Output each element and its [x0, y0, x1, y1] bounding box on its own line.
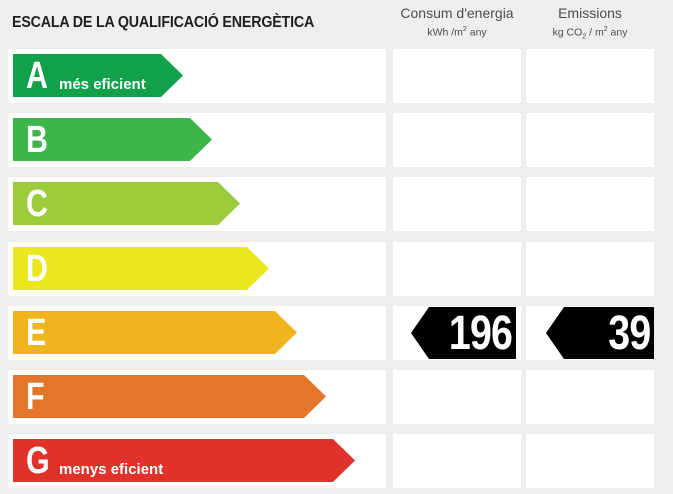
rating-letter: B	[26, 119, 48, 161]
rating-sublabel: més eficient	[59, 76, 146, 93]
scale-title: ESCALA DE LA QUALIFICACIÓ ENERGÈTICA	[12, 14, 315, 31]
emissions-cell	[526, 434, 654, 488]
emissions-value: 39	[607, 307, 651, 360]
rating-letter: A	[26, 55, 48, 97]
emissions-value-marker: 39	[546, 307, 654, 359]
rating-row-d: D	[0, 242, 673, 296]
consum-cell: 196	[393, 306, 521, 360]
consum-cell	[393, 49, 521, 103]
rating-letter: F	[26, 376, 45, 418]
rating-sublabel: menys eficient	[59, 461, 164, 478]
rating-arrow-d: D	[13, 247, 269, 290]
rating-row-e: E 196 39	[0, 306, 673, 360]
emissions-cell	[526, 113, 654, 167]
rating-row-c: C	[0, 177, 673, 231]
emissions-unit: kg CO2 / m2 any	[552, 26, 628, 41]
rating-arrow-f: F	[13, 375, 326, 418]
rating-row-b: B	[0, 113, 673, 167]
rating-letter: D	[26, 248, 48, 290]
emissions-label: Emissions	[558, 5, 622, 21]
consum-cell	[393, 434, 521, 488]
rating-letter: E	[26, 312, 47, 354]
rating-letter: G	[26, 440, 50, 482]
consum-value-marker: 196	[411, 307, 516, 359]
consum-label: Consum d'energia	[400, 5, 514, 21]
consum-cell	[393, 242, 521, 296]
rating-letter: C	[26, 183, 48, 225]
emissions-column-header: Emissions kg CO2 / m2 any	[526, 4, 654, 46]
emissions-cell	[526, 49, 654, 103]
consum-unit: kWh /m2 any	[427, 26, 487, 39]
emissions-cell	[526, 177, 654, 231]
rating-arrow-b: B	[13, 118, 212, 161]
rating-arrow-e: E	[13, 311, 297, 354]
consum-column-header: Consum d'energia kWh /m2 any	[393, 4, 521, 41]
emissions-cell	[526, 242, 654, 296]
rating-arrow-c: C	[13, 182, 240, 225]
emissions-cell: 39	[526, 306, 654, 360]
consum-value: 196	[448, 307, 513, 360]
emissions-cell	[526, 370, 654, 424]
consum-cell	[393, 113, 521, 167]
consum-cell	[393, 177, 521, 231]
consum-cell	[393, 370, 521, 424]
rating-row-f: F	[0, 370, 673, 424]
